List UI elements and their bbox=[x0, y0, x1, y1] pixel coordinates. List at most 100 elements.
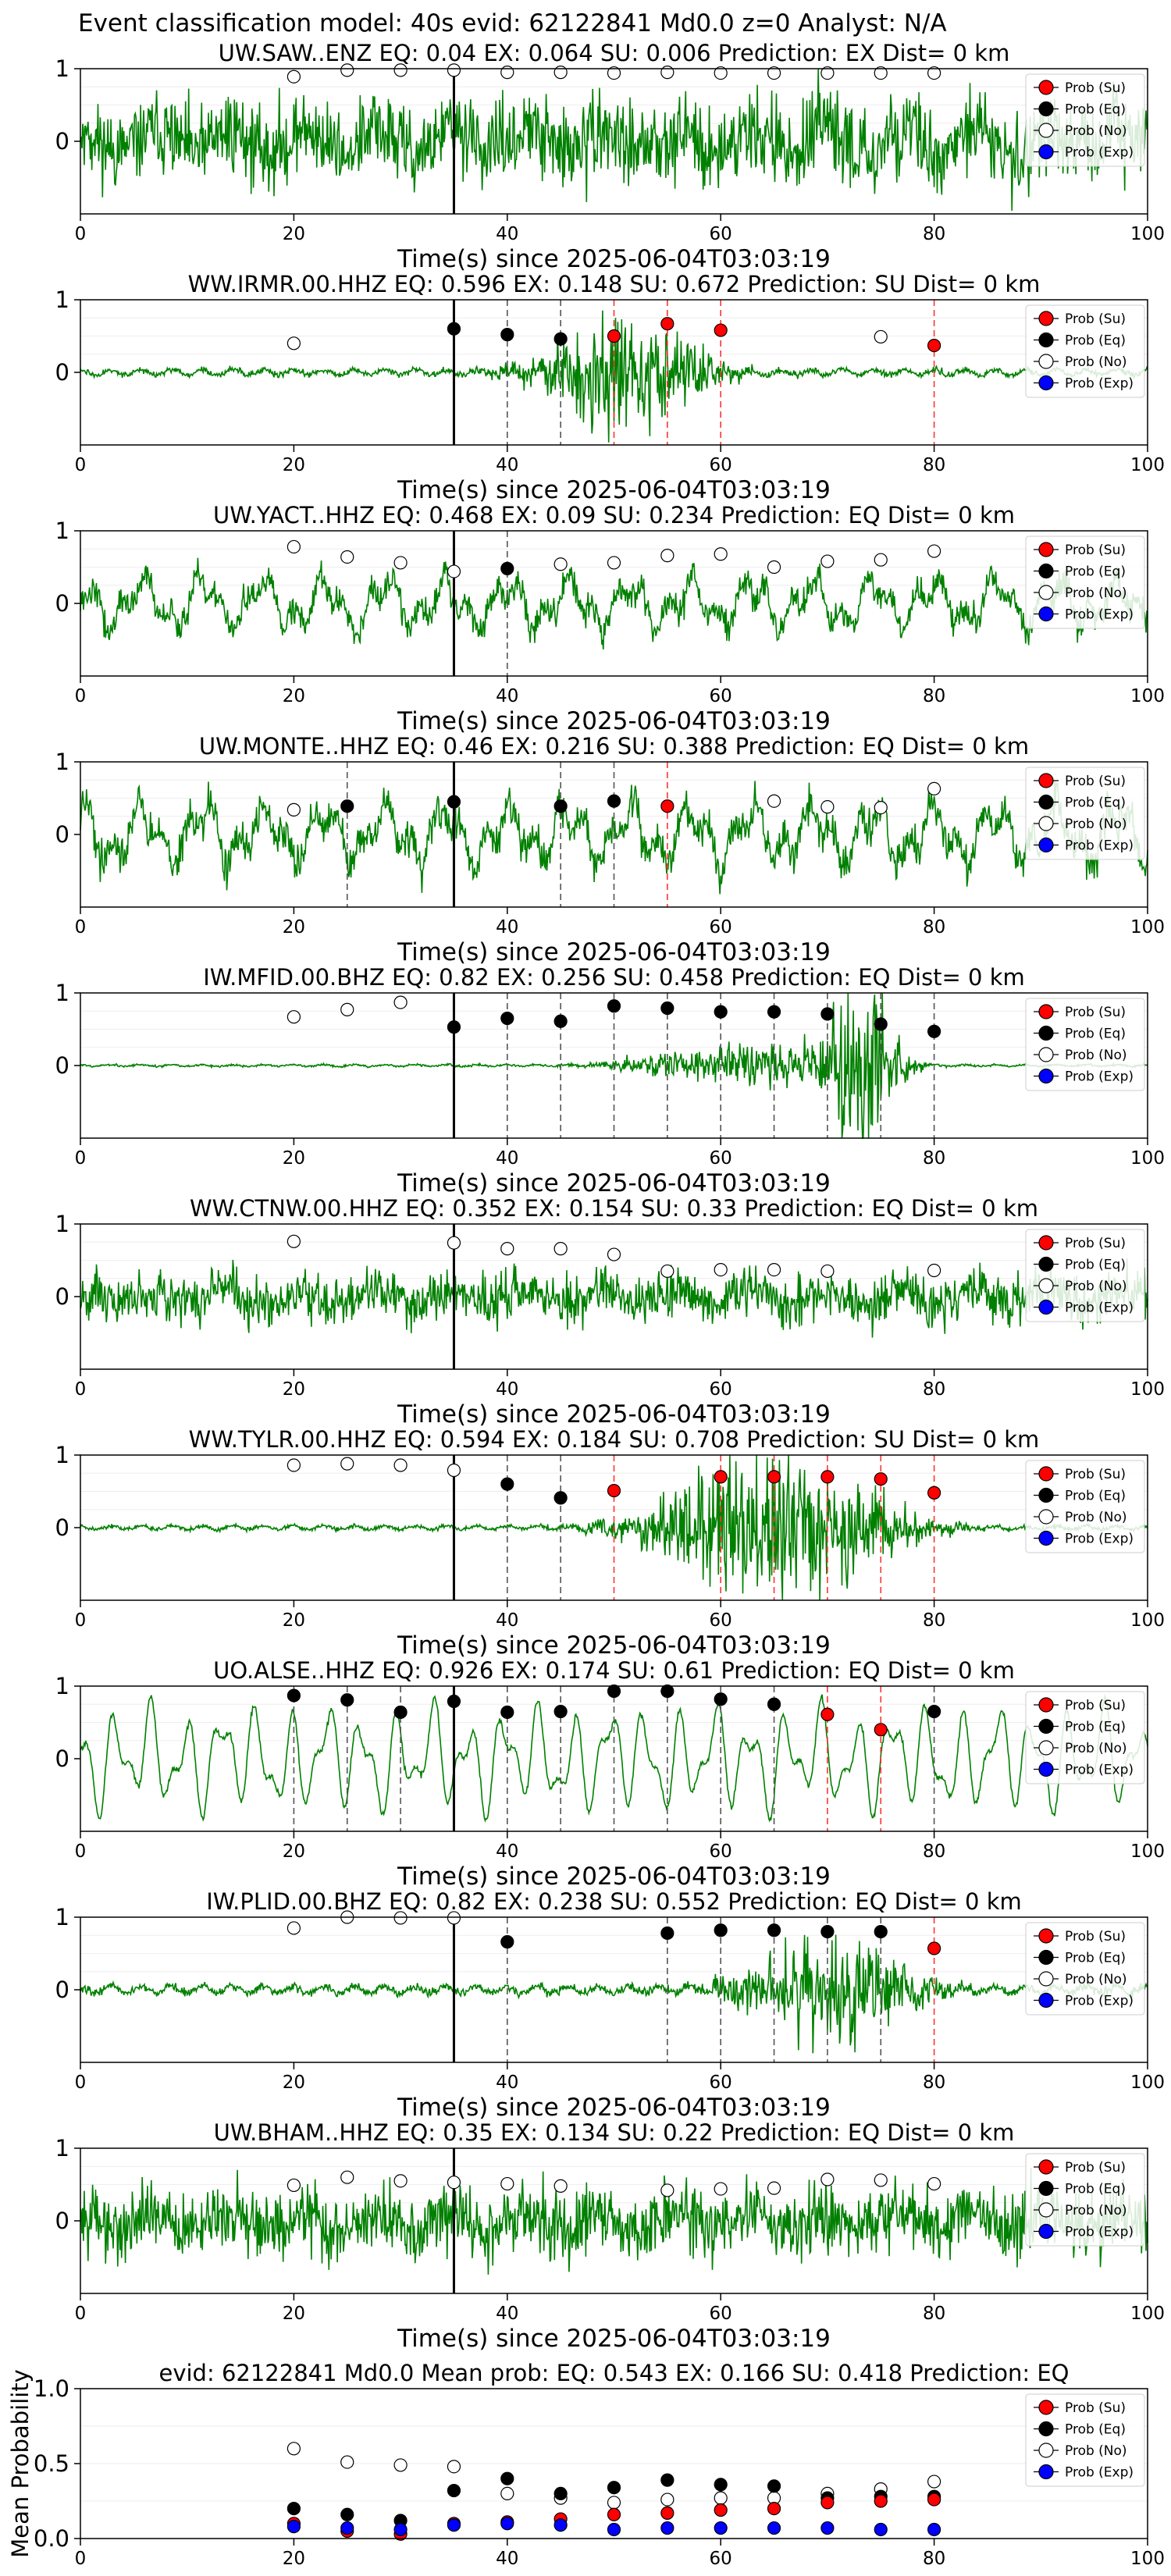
probability-marker bbox=[340, 1693, 354, 1707]
mean-probability-marker bbox=[500, 2486, 514, 2500]
probability-marker bbox=[287, 2178, 301, 2193]
x-tick-label: 40 bbox=[496, 917, 518, 938]
station-panel-0: UW.SAW..ENZ EQ: 0.04 EX: 0.064 SU: 0.006… bbox=[55, 40, 1165, 273]
probability-marker bbox=[447, 564, 461, 578]
legend-marker bbox=[1038, 1740, 1054, 1756]
legend-marker bbox=[1038, 1278, 1054, 1293]
probability-marker bbox=[553, 1242, 568, 1256]
x-axis-label: Time(s) since 2025-06-04T03:03:19 bbox=[397, 2325, 831, 2353]
probability-marker bbox=[714, 1262, 728, 1277]
y-tick-label: 0 bbox=[55, 1514, 69, 1541]
probability-marker bbox=[714, 323, 728, 337]
legend-marker bbox=[1038, 1509, 1054, 1525]
legend-marker bbox=[1038, 773, 1054, 788]
probability-marker bbox=[340, 63, 354, 77]
legend-marker bbox=[1038, 2421, 1054, 2437]
probability-marker bbox=[500, 1477, 514, 1491]
mean-probability-marker bbox=[287, 2502, 301, 2516]
mean-probability-marker bbox=[287, 2520, 301, 2534]
panel-title: WW.IRMR.00.HHZ EQ: 0.596 EX: 0.148 SU: 0… bbox=[188, 271, 1041, 297]
legend-label: Prob (Exp) bbox=[1065, 1300, 1134, 1316]
probability-marker bbox=[447, 63, 461, 77]
y-tick-label: 0 bbox=[55, 590, 69, 617]
legend-label: Prob (Exp) bbox=[1065, 1532, 1134, 1547]
probability-marker bbox=[714, 1005, 728, 1019]
mean-probability-marker bbox=[500, 2517, 514, 2531]
probability-marker bbox=[927, 1263, 941, 1278]
probability-marker bbox=[607, 794, 621, 808]
x-tick-label: 60 bbox=[710, 1841, 732, 1862]
legend-marker bbox=[1038, 101, 1054, 117]
mean-probability-marker bbox=[447, 2483, 461, 2498]
y-tick-label: 1 bbox=[55, 1211, 69, 1237]
x-tick-label: 100 bbox=[1130, 455, 1165, 475]
probability-marker bbox=[287, 69, 301, 84]
legend-label: Prob (Eq) bbox=[1065, 2422, 1126, 2438]
waveform-trace bbox=[80, 557, 1148, 649]
x-tick-label: 0 bbox=[75, 1610, 87, 1631]
legend-label: Prob (No) bbox=[1065, 1510, 1127, 1525]
station-panel-8: IW.PLID.00.BHZ EQ: 0.82 EX: 0.238 SU: 0.… bbox=[55, 1888, 1165, 2122]
y-tick-label: 0 bbox=[55, 1283, 69, 1310]
probability-marker bbox=[447, 1694, 461, 1709]
mean-probability-marker bbox=[500, 2471, 514, 2485]
legend-marker bbox=[1038, 2464, 1054, 2480]
probability-marker bbox=[500, 1011, 514, 1026]
panel-title: IW.PLID.00.BHZ EQ: 0.82 EX: 0.238 SU: 0.… bbox=[206, 1888, 1022, 1915]
probability-marker bbox=[607, 329, 621, 343]
x-tick-label: 100 bbox=[1130, 2549, 1165, 2569]
probability-marker bbox=[820, 1470, 835, 1484]
legend-label: Prob (Exp) bbox=[1065, 1069, 1134, 1085]
mean-probability-marker bbox=[767, 2502, 781, 2516]
probability-marker bbox=[500, 561, 514, 575]
x-tick-label: 80 bbox=[923, 2549, 945, 2569]
x-tick-label: 80 bbox=[923, 2073, 945, 2093]
y-tick-label: 0 bbox=[55, 128, 69, 155]
x-tick-label: 40 bbox=[496, 686, 518, 706]
legend-label: Prob (Eq) bbox=[1065, 1489, 1126, 1504]
legend-label: Prob (Eq) bbox=[1065, 102, 1126, 118]
x-tick-label: 80 bbox=[923, 686, 945, 706]
probability-marker bbox=[340, 1002, 354, 1016]
legend-marker bbox=[1038, 1697, 1054, 1713]
legend-box bbox=[1025, 767, 1145, 860]
x-tick-label: 0 bbox=[75, 1148, 87, 1169]
waveform-trace bbox=[80, 1454, 1148, 1601]
legend-marker bbox=[1038, 1530, 1054, 1546]
probability-marker bbox=[714, 1692, 728, 1706]
probability-marker bbox=[607, 1247, 621, 1261]
x-tick-label: 0 bbox=[75, 1841, 87, 1862]
mean-probability-panel: evid: 62122841 Md0.0 Mean prob: EQ: 0.54… bbox=[7, 2360, 1165, 2569]
y-tick-label: 1 bbox=[55, 286, 69, 313]
probability-marker bbox=[500, 328, 514, 342]
station-panel-7: UO.ALSE..HHZ EQ: 0.926 EX: 0.174 SU: 0.6… bbox=[55, 1657, 1165, 1891]
station-panel-2: UW.YACT..HHZ EQ: 0.468 EX: 0.09 SU: 0.23… bbox=[55, 502, 1165, 735]
legend-marker bbox=[1038, 144, 1054, 160]
legend-marker bbox=[1038, 1971, 1054, 1987]
probability-marker bbox=[500, 2176, 514, 2191]
probability-marker bbox=[660, 66, 674, 80]
probability-marker bbox=[553, 332, 568, 346]
probability-marker bbox=[714, 1923, 728, 1937]
probability-marker bbox=[660, 799, 674, 813]
mean-probability-marker bbox=[927, 2522, 941, 2537]
waveform-trace bbox=[80, 2168, 1148, 2275]
x-tick-label: 100 bbox=[1130, 686, 1165, 706]
legend-label: Prob (Eq) bbox=[1065, 333, 1126, 349]
mean-probability-marker bbox=[607, 2522, 621, 2537]
x-tick-label: 20 bbox=[283, 917, 305, 938]
x-axis-label: Time(s) since 2025-06-04T03:03:19 bbox=[397, 2094, 831, 2122]
x-tick-label: 100 bbox=[1130, 917, 1165, 938]
y-tick-label: 1 bbox=[55, 518, 69, 544]
x-tick-label: 40 bbox=[496, 224, 518, 244]
probability-marker bbox=[393, 2174, 408, 2188]
legend-label: Prob (Su) bbox=[1065, 2400, 1126, 2416]
probability-marker bbox=[927, 781, 941, 796]
legend-label: Prob (Eq) bbox=[1065, 1720, 1126, 1735]
x-tick-label: 0 bbox=[75, 917, 87, 938]
probability-marker bbox=[447, 1463, 461, 1478]
mean-probability-marker bbox=[660, 2492, 674, 2507]
probability-marker bbox=[500, 1705, 514, 1720]
mean-probability-marker bbox=[714, 2521, 728, 2535]
